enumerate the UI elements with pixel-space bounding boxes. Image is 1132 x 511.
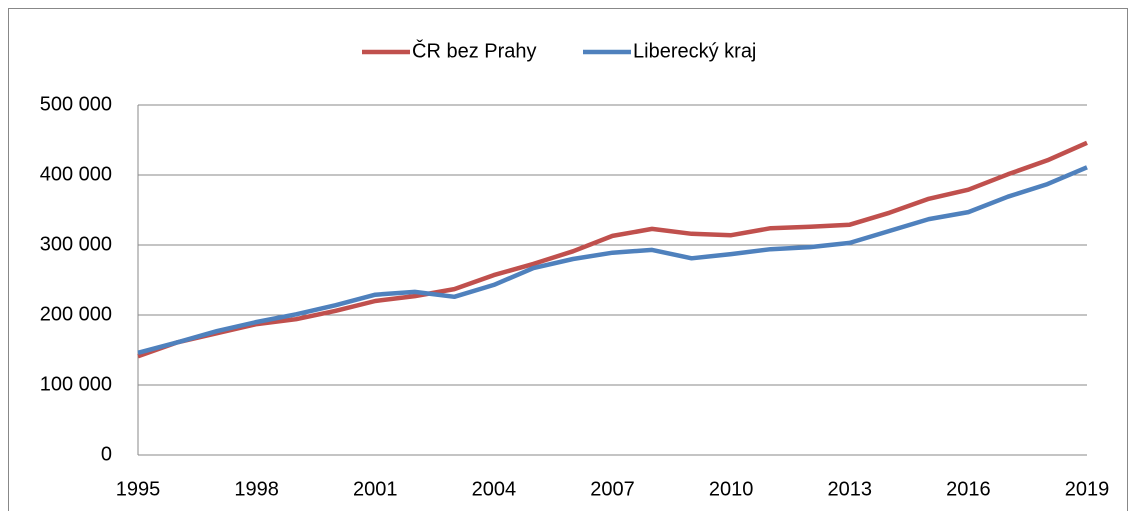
y-tick-label: 100 000: [40, 373, 112, 395]
y-tick-label: 300 000: [40, 233, 112, 255]
legend-label: Liberecký kraj: [633, 40, 756, 62]
legend-label: ČR bez Prahy: [412, 39, 537, 62]
y-tick-label: 200 000: [40, 303, 112, 325]
data-line: [137, 140, 1088, 359]
x-tick-label: 2016: [946, 478, 991, 500]
x-tick-label: 2007: [590, 478, 635, 500]
y-tick-label: 500 000: [40, 93, 112, 115]
data-line: [137, 165, 1088, 355]
x-tick-label: 2013: [828, 478, 873, 500]
x-tick-label: 2010: [709, 478, 754, 500]
x-tick-label: 1998: [234, 478, 279, 500]
y-tick-label: 0: [101, 443, 112, 465]
x-tick-label: 1995: [116, 478, 161, 500]
x-tick-label: 2004: [472, 478, 517, 500]
chart-frame: [8, 8, 1128, 511]
x-tick-label: 2001: [353, 478, 398, 500]
y-tick-label: 400 000: [40, 163, 112, 185]
x-tick-label: 2019: [1065, 478, 1110, 500]
